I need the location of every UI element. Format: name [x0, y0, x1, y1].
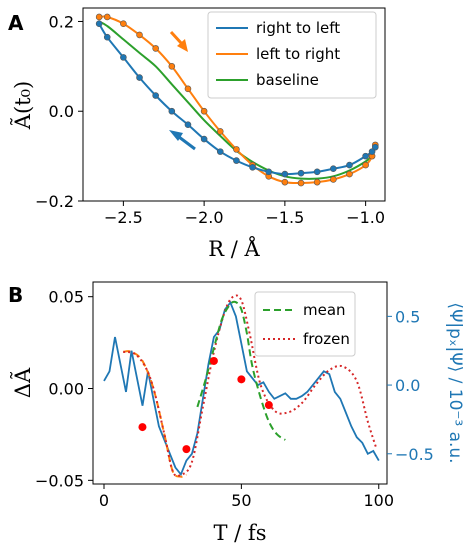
panel-b-ylabel: ΔÃ — [11, 367, 35, 398]
b-xtick-label: 0 — [99, 491, 109, 510]
panel-a-ticks: −2.5 −2.0 −1.5 −1.0 −0.2 0.0 0.2 — [35, 12, 385, 227]
b-momentum-line — [103, 300, 380, 477]
a-series-point-0 — [233, 157, 240, 164]
panel-a-legend: right to left left to right baseline — [207, 11, 377, 99]
orange-arrow — [169, 30, 188, 52]
a-xtick-label: −1.0 — [346, 208, 385, 227]
legend-label-frozen: frozen — [303, 330, 350, 348]
a-series-point-0 — [313, 168, 321, 176]
panel-b-legend: mean frozen — [254, 291, 356, 357]
b-orange-dashed-line — [123, 350, 187, 478]
a-xtick-label: −2.5 — [104, 208, 143, 227]
b-ytick-label: 0.00 — [48, 380, 84, 399]
a-series-point-1 — [103, 13, 111, 21]
a-series-point-0 — [368, 148, 376, 155]
panel-b: B 0 50 100 −0.05 0.00 0.05 −0.5 0.0 0.5 mean fro… — [8, 281, 464, 545]
a-series-point-0 — [362, 152, 369, 160]
a-series-point-0 — [297, 169, 305, 177]
panel-b-xlabel: T / fs — [214, 521, 267, 545]
a-series-point-0 — [216, 148, 224, 155]
a-series-point-1 — [313, 178, 321, 186]
a-series-point-1 — [200, 107, 208, 115]
a-series-point-0 — [281, 170, 289, 178]
panel-a-series — [95, 13, 379, 187]
b-red-point — [264, 401, 273, 410]
blue-arrow — [169, 130, 196, 151]
a-ytick-label: −0.2 — [35, 192, 74, 211]
a-series-point-0 — [249, 164, 256, 171]
a-series-point-1 — [281, 178, 289, 186]
a-series-point-1 — [362, 161, 369, 169]
panel-b-label: B — [8, 283, 23, 307]
b-ytick-label: 0.05 — [48, 288, 84, 307]
panel-b-ylabel-right: ⟨Ψ|pₓ|Ψ⟩ / 10⁻³ a.u. — [445, 302, 464, 463]
a-series-point-0 — [200, 135, 208, 143]
panel-b-series — [103, 294, 380, 478]
b-mean-line — [196, 300, 286, 441]
b-red-point — [237, 375, 246, 384]
legend-box — [207, 11, 377, 99]
a-series-point-0 — [168, 107, 176, 115]
panel-a-frame — [82, 7, 386, 202]
a-series-point-0 — [346, 161, 353, 169]
a-ytick-label: 0.2 — [49, 12, 74, 31]
a-series-point-1 — [346, 170, 353, 178]
b-ytick-right-label: 0.0 — [395, 376, 420, 395]
a-series-point-1 — [297, 179, 305, 187]
a-series-point-0 — [136, 74, 143, 81]
panel-b-frame — [92, 281, 388, 485]
b-xtick-label: 50 — [231, 491, 251, 510]
a-xtick-label: −1.5 — [265, 208, 304, 227]
b-red-point — [138, 423, 147, 432]
a-series-point-0 — [120, 54, 127, 61]
a-series-point-0 — [103, 33, 111, 41]
b-xtick-label: 100 — [363, 491, 394, 510]
a-xtick-label: −2.0 — [185, 208, 224, 227]
b-ytick-right-label: −0.5 — [395, 445, 434, 464]
b-red-point — [209, 356, 218, 365]
legend-label-left-to-right: left to right — [256, 45, 340, 63]
a-series-point-0 — [330, 165, 337, 172]
a-series-point-0 — [372, 143, 379, 151]
b-ytick-label: −0.05 — [35, 471, 84, 490]
a-series-point-1 — [233, 146, 240, 153]
b-red-point — [182, 445, 191, 454]
b-ytick-right-label: 0.5 — [395, 307, 420, 326]
panel-a-xlabel: R / Å — [208, 236, 260, 261]
a-series-point-0 — [95, 20, 103, 28]
a-series-point-1 — [330, 176, 337, 183]
a-series-point-1 — [95, 13, 103, 21]
panel-a: A −2.5 −2.0 −1.5 −1.0 −0.2 0.0 0.2 right to le… — [8, 7, 386, 261]
a-ytick-label: 0.0 — [49, 102, 74, 121]
a-series-point-1 — [168, 63, 176, 70]
a-series-point-1 — [152, 45, 159, 52]
panel-b-ticks: 0 50 100 −0.05 0.00 0.05 −0.5 0.0 0.5 — [35, 288, 434, 510]
a-series-point-1 — [136, 31, 143, 39]
a-series-point-1 — [120, 20, 127, 28]
legend-label-right-to-left: right to left — [256, 19, 340, 37]
panel-a-ylabel: Ã(t₀) — [11, 81, 35, 130]
a-series-point-1 — [216, 128, 224, 135]
a-series-point-0 — [184, 121, 192, 128]
a-series-point-1 — [184, 85, 192, 93]
panel-a-label: A — [8, 11, 24, 35]
legend-label-mean: mean — [303, 301, 346, 319]
a-series-point-0 — [265, 168, 273, 176]
legend-label-baseline: baseline — [256, 71, 319, 89]
a-series-point-0 — [152, 92, 159, 99]
